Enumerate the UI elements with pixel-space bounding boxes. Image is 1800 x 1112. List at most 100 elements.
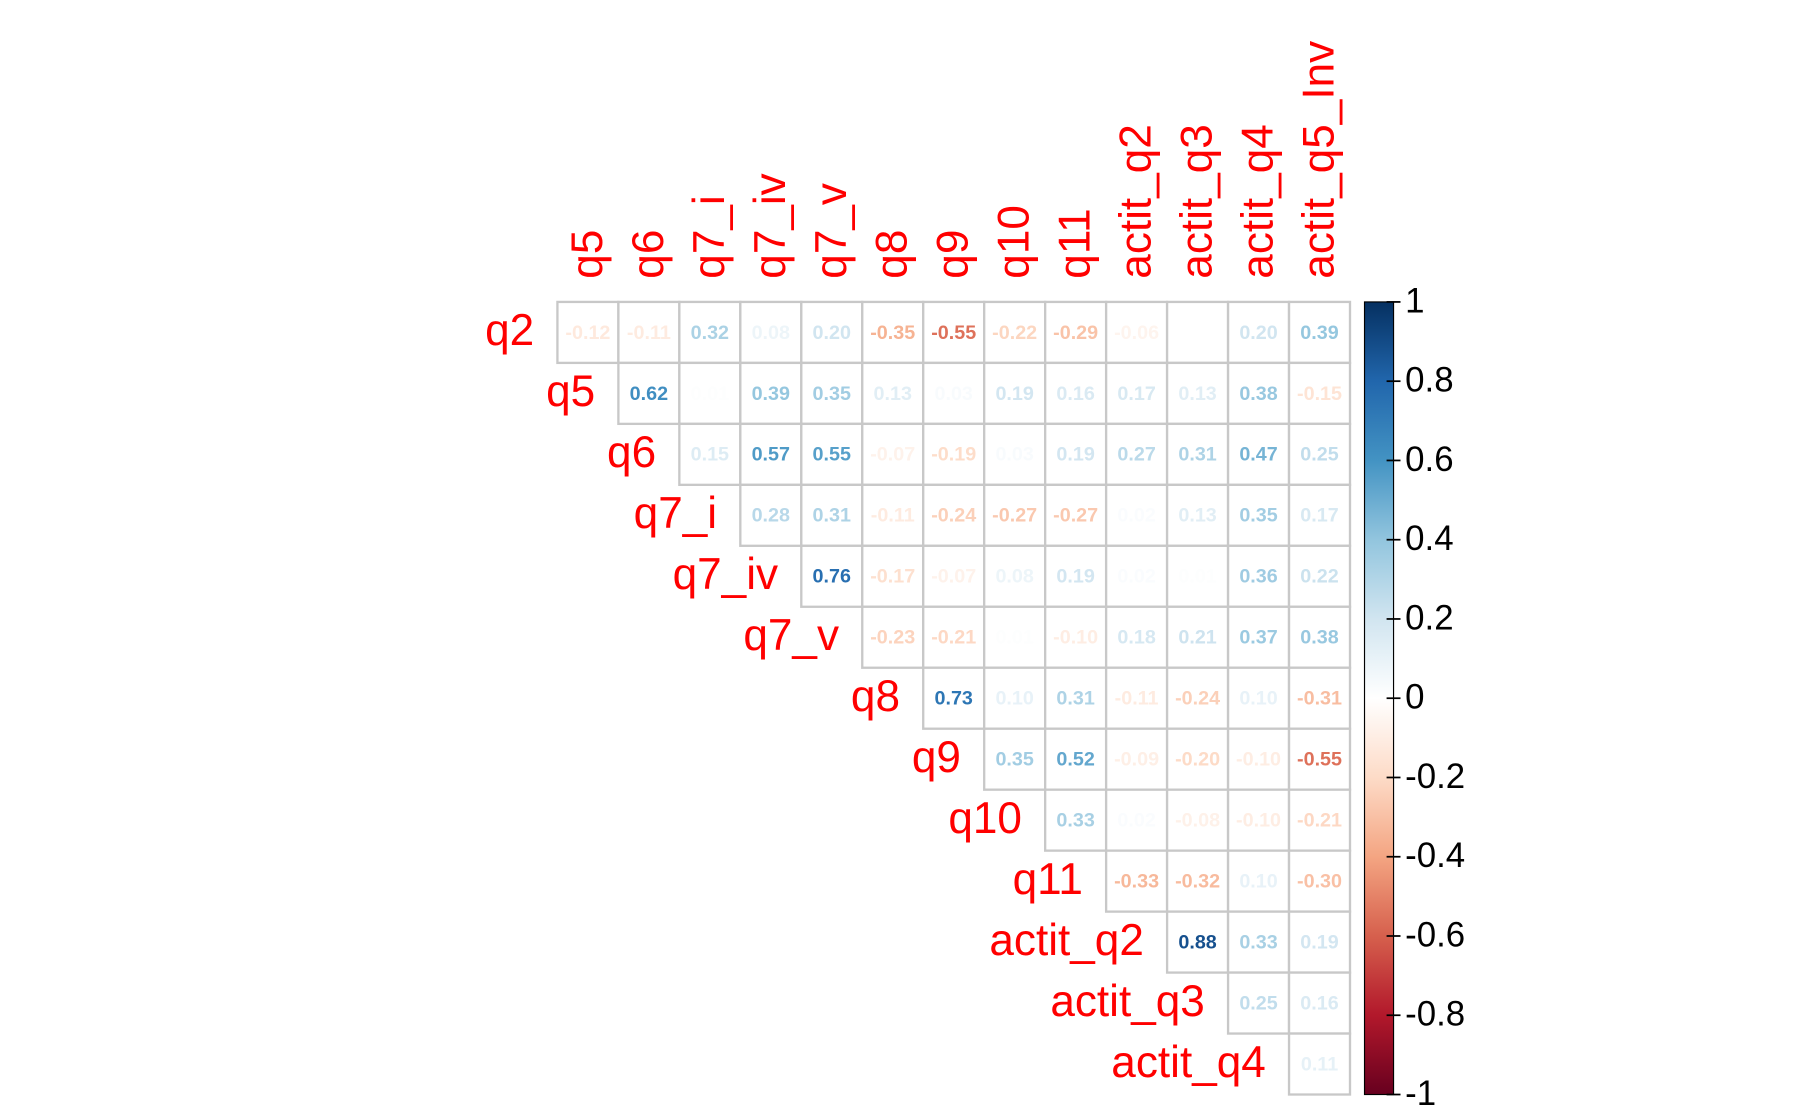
cell-value: -0.10 <box>1053 627 1098 649</box>
cell <box>1287 544 1352 608</box>
cell <box>1226 727 1291 791</box>
cell-value: 0.73 <box>934 688 972 710</box>
column-label: q5 <box>563 230 612 279</box>
cell <box>1104 727 1169 791</box>
cell-value: 0.38 <box>1239 383 1277 405</box>
cell-value: 0.16 <box>1056 383 1094 405</box>
cell-value: 0.76 <box>813 566 851 588</box>
cell-value: 0.01 <box>995 627 1033 649</box>
cell <box>983 422 1047 486</box>
cell-value: -0.22 <box>992 322 1037 344</box>
cell <box>1287 1032 1352 1096</box>
cell-value: 0.03 <box>995 444 1033 466</box>
cell-value: 0.27 <box>1117 444 1155 466</box>
colorbar-tick-label: 0.8 <box>1405 361 1453 400</box>
cell <box>739 422 803 486</box>
cell <box>1043 727 1108 791</box>
cell-value: -0.11 <box>1115 688 1159 710</box>
cell <box>1165 361 1230 426</box>
cell <box>1287 666 1352 730</box>
cell-value: -0.11 <box>627 322 671 344</box>
cell-value: 0.02 <box>1117 505 1155 527</box>
cell-value: -0.11 <box>871 505 915 527</box>
cell-value: 0.17 <box>1117 383 1155 405</box>
cell-value: 0.17 <box>1300 505 1338 527</box>
cell-value: 0.13 <box>1178 383 1216 405</box>
column-label: q11 <box>1051 208 1100 278</box>
row-label: q5 <box>546 367 595 416</box>
column-label: actit_q2 <box>1112 124 1161 278</box>
cell <box>1165 727 1230 791</box>
colorbar-tick-label: -0.8 <box>1405 995 1465 1034</box>
cell <box>739 483 803 547</box>
cell-value: 0.35 <box>813 383 851 405</box>
cell-value: -0.21 <box>1297 810 1342 832</box>
cell-value: 0.10 <box>995 688 1033 710</box>
cell-value: -0.15 <box>1297 383 1342 405</box>
cell-value: 0.57 <box>752 444 790 466</box>
cell-value: -0.10 <box>1236 749 1281 771</box>
cell-value: -0.12 <box>565 322 610 344</box>
cell-value: -0.55 <box>931 322 976 344</box>
cell-value: 0.01 <box>1178 566 1216 588</box>
cell-value: 0.10 <box>1239 688 1277 710</box>
column-label: q9 <box>929 230 978 279</box>
cell <box>1287 910 1352 974</box>
cell-value: -0.07 <box>931 566 976 588</box>
cell-value: 0.52 <box>1056 749 1094 771</box>
cell <box>1226 544 1291 608</box>
cell <box>1226 483 1291 547</box>
cell <box>1043 544 1108 608</box>
cell-value: 0.31 <box>1178 444 1216 466</box>
cell-value: -0.31 <box>1297 688 1342 710</box>
cell <box>556 300 620 365</box>
cell <box>1104 849 1169 913</box>
row-label: q6 <box>607 428 656 477</box>
cell <box>861 422 925 486</box>
column-label: q7_i <box>685 195 734 278</box>
cell <box>1226 300 1291 365</box>
cell-value: 0.02 <box>1117 810 1155 832</box>
cell <box>861 300 925 365</box>
cell-value: 0.31 <box>813 505 851 527</box>
column-label: q8 <box>868 230 917 279</box>
cell-value: -0.21 <box>931 627 976 649</box>
column-label: actit_q3 <box>1173 124 1222 278</box>
colorbar-tick-label: -0.2 <box>1405 757 1465 796</box>
column-label: actit_q5_Inv <box>1294 41 1343 279</box>
colorbar-tick-label: 0.4 <box>1405 519 1453 558</box>
cell-value: -0.27 <box>1053 505 1098 527</box>
cell-value: 0.08 <box>752 322 790 344</box>
colorbar-tick-label: -1 <box>1405 1074 1436 1112</box>
cell <box>1104 361 1169 426</box>
cell-value: 0.37 <box>1239 627 1277 649</box>
colorbar-tick-label: -0.4 <box>1405 836 1465 875</box>
cell-value: 0.62 <box>630 383 668 405</box>
cell <box>1165 544 1230 608</box>
cell-value: -0.32 <box>1175 871 1220 893</box>
cell <box>617 361 681 426</box>
cell-value: 0.18 <box>1117 627 1155 649</box>
cell-value: 0.36 <box>1239 566 1277 588</box>
row-label: q8 <box>851 672 900 721</box>
cell-value: 0.19 <box>1056 566 1094 588</box>
cell-value: 0.01 <box>691 383 729 405</box>
cell-value: -0.33 <box>1114 871 1159 893</box>
row-label: q11 <box>1013 855 1083 904</box>
cell <box>1104 666 1169 730</box>
cell-value: 0.32 <box>691 322 729 344</box>
column-label: q6 <box>624 230 673 279</box>
column-label: q7_iv <box>746 173 795 278</box>
cell-value: -0.19 <box>931 444 976 466</box>
cell <box>800 361 864 426</box>
cell-value: -0.24 <box>931 505 976 527</box>
cell-value: -0.29 <box>1053 322 1098 344</box>
cell-value: 0.00 <box>1178 322 1216 344</box>
cell-value: -0.06 <box>1114 322 1159 344</box>
cell <box>983 300 1047 365</box>
cell-value: 0.15 <box>691 444 729 466</box>
cell <box>1226 666 1291 730</box>
row-label: q7_v <box>743 611 839 660</box>
